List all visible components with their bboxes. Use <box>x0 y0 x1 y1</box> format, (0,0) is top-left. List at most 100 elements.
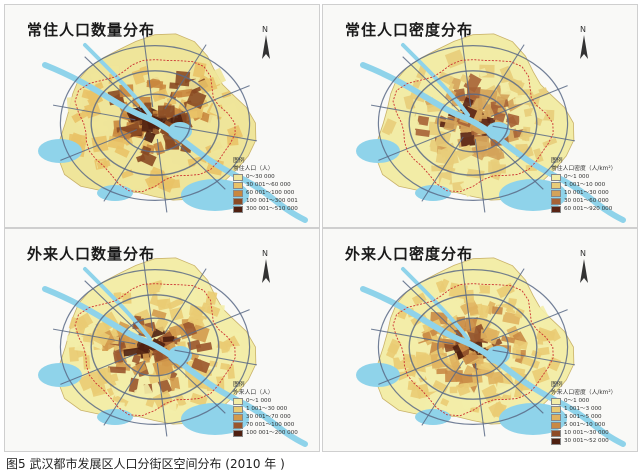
legend-label: 10 001～30 000 <box>564 190 609 196</box>
legend-label: 10 001～30 000 <box>564 430 609 436</box>
radial-road <box>492 125 576 142</box>
district-block <box>415 106 427 118</box>
district-block <box>435 149 456 166</box>
district-block <box>106 65 120 74</box>
legend-swatch <box>551 437 561 445</box>
radial-road <box>168 134 226 190</box>
radial-road <box>482 268 525 334</box>
map-panel-resident-density: 常住人口密度分布 N 图例 常住人口密度（人/km²） 0～1 000 1 001… <box>322 4 638 228</box>
radial-road <box>164 44 207 110</box>
district-block <box>448 352 460 367</box>
panel-title: 外来人口密度分布 <box>345 245 474 263</box>
district-block <box>463 393 479 408</box>
legend-label: 0～30 000 <box>246 174 275 180</box>
district-block <box>74 340 93 352</box>
district-block <box>223 102 240 121</box>
district-block <box>387 338 402 355</box>
district-block <box>449 386 458 394</box>
district-block <box>227 125 244 141</box>
district-block <box>474 135 490 149</box>
legend-swatch <box>551 421 561 429</box>
district-block <box>192 61 207 79</box>
district-block <box>471 125 484 136</box>
legend-swatch <box>551 197 561 205</box>
district-block <box>479 89 498 101</box>
district-block <box>190 392 208 407</box>
district-block <box>529 82 540 96</box>
district-block <box>479 304 490 318</box>
legend-label: 60 001～920 000 <box>564 206 613 212</box>
ring-road <box>408 70 538 176</box>
legend-swatch <box>551 405 561 413</box>
radial-road <box>142 33 154 108</box>
radial-road <box>370 104 454 121</box>
legend-swatch <box>551 173 561 181</box>
legend-heading: 图例 <box>551 382 563 388</box>
district-block <box>441 297 462 314</box>
legend-item: 30 001～70 000 <box>233 413 319 421</box>
district-block <box>479 285 491 294</box>
radial-road <box>103 360 146 426</box>
legend-label: 5 001～10 000 <box>564 422 606 428</box>
district-block <box>462 350 479 365</box>
district-block <box>153 317 169 333</box>
radial-road <box>490 309 568 341</box>
district-block <box>200 302 221 317</box>
district-block <box>90 72 101 85</box>
legend-title: 常住人口密度（人/km²） <box>551 166 617 172</box>
legend-item: 60 001～920 000 <box>551 205 637 213</box>
district-block <box>164 162 176 176</box>
legend-heading: 图例 <box>233 382 245 388</box>
district-block <box>407 380 417 391</box>
radial-road <box>492 349 576 366</box>
district-block <box>491 338 503 348</box>
map-panel-resident-count: 常住人口数量分布 N 图例 常住人口（人） 0～30 000 30 001～60 … <box>4 4 320 228</box>
river <box>401 267 470 341</box>
district-block <box>195 342 213 353</box>
panel-title: 常住人口密度分布 <box>345 21 474 39</box>
radial-road <box>421 360 464 426</box>
legend-swatch <box>551 205 561 213</box>
district-block <box>159 282 174 296</box>
legend-swatch <box>233 413 243 421</box>
lake <box>181 179 249 211</box>
map-panel-migrant-density: 外来人口密度分布 N 图例 外来人口密度（人/km²） 0～1 000 1 001… <box>322 228 638 452</box>
ring-road <box>437 93 509 153</box>
radial-road <box>486 358 544 414</box>
district-block <box>549 328 561 342</box>
district-block <box>152 357 174 377</box>
district-block <box>165 139 180 150</box>
map-canvas <box>38 33 308 223</box>
district-block <box>206 114 218 130</box>
radial-road <box>103 136 146 202</box>
legend-label: 30 001～70 000 <box>246 414 291 420</box>
district-block <box>496 282 515 299</box>
legend-label: 30 001～60 000 <box>246 182 291 188</box>
radial-road <box>474 138 486 213</box>
development-boundary <box>392 283 554 417</box>
development-boundary <box>74 59 236 193</box>
figure: 常住人口数量分布 N 图例 常住人口（人） 0～30 000 30 001～60 … <box>4 4 638 452</box>
legend-swatch <box>551 429 561 437</box>
legend-label: 0～1 000 <box>246 398 272 404</box>
ring-road <box>119 317 191 377</box>
district-block <box>128 280 138 289</box>
district-block <box>169 376 181 392</box>
figure-caption: 图5 武汉都市发展区人口分街区空间分布 (2010 年 ) <box>6 457 285 471</box>
district-block <box>415 353 431 368</box>
district-block <box>66 335 84 343</box>
radial-road <box>172 85 250 117</box>
district-block <box>496 382 513 396</box>
north-label: N <box>262 25 268 34</box>
district-block <box>409 115 420 128</box>
district-block <box>510 79 522 86</box>
district-block <box>481 384 501 404</box>
district-block <box>179 405 187 412</box>
legend-swatch <box>233 205 243 213</box>
legend-swatch <box>233 189 243 197</box>
river <box>401 43 470 117</box>
district-block <box>467 60 476 73</box>
district-block <box>157 105 175 118</box>
legend-label: 0～1 000 <box>564 174 590 180</box>
north-arrow-icon: N <box>577 249 591 285</box>
